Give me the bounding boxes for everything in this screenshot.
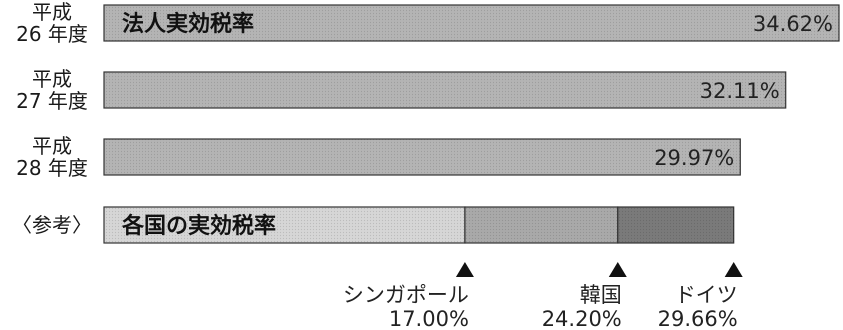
bar-texture-2 [104, 139, 741, 175]
row-label-1-line-0: 平成 [32, 67, 72, 91]
series-label: 法人実効税率 [122, 11, 254, 37]
reference-texture-2 [617, 207, 734, 243]
row-label-2-line-0: 平成 [32, 134, 72, 158]
row-label-0-line-1: 26 年度 [16, 22, 88, 46]
marker-1 [608, 262, 627, 277]
reference-row-label: 〈参考〉 [12, 213, 92, 237]
bar-texture-0 [104, 5, 839, 41]
country-name-1: 韓国 [580, 283, 622, 307]
value-label-1: 32.11% [700, 79, 780, 103]
reference-texture-0 [104, 207, 465, 243]
country-value-2: 29.66% [658, 307, 738, 330]
marker-2 [724, 262, 743, 277]
row-label-1-line-1: 27 年度 [16, 89, 88, 113]
reference-bar-label: 各国の実効税率 [121, 213, 276, 239]
row-label-0-line-0: 平成 [32, 0, 72, 24]
bar-texture-1 [104, 72, 786, 108]
row-label-2-line-1: 28 年度 [16, 156, 88, 180]
value-label-2: 29.97% [654, 146, 734, 170]
country-name-2: ドイツ [675, 283, 738, 307]
marker-0 [455, 262, 474, 277]
value-label-0: 34.62% [753, 12, 833, 36]
country-value-1: 24.20% [542, 307, 622, 330]
country-value-0: 17.00% [389, 307, 469, 330]
country-name-0: シンガポール [343, 283, 469, 307]
reference-texture-1 [464, 207, 618, 243]
